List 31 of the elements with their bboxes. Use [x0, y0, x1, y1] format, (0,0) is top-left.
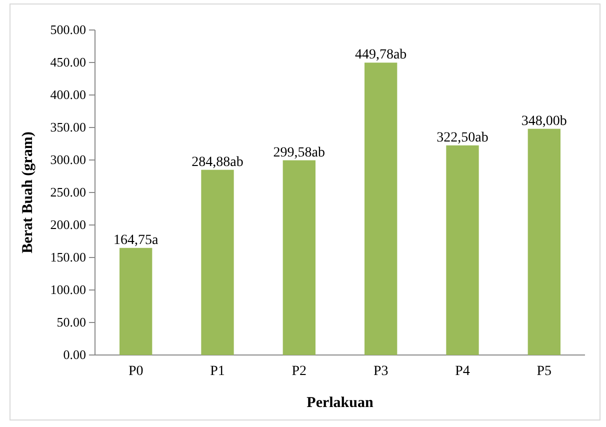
data-label: 348,00b	[521, 114, 567, 129]
x-axis-title: Perlakuan	[306, 395, 374, 411]
y-tick-label: 400.00	[50, 87, 86, 102]
data-label: 322,50ab	[436, 130, 488, 146]
y-tick-label: 350.00	[50, 120, 86, 135]
data-label: 284,88ab	[192, 154, 244, 170]
y-tick-label: 450.00	[50, 54, 86, 70]
x-tick-label: P1	[210, 364, 225, 379]
y-tick-label: 300.00	[50, 152, 86, 168]
x-tick-label: P4	[455, 364, 470, 379]
bar	[528, 128, 560, 355]
bar	[446, 145, 479, 355]
bar	[364, 62, 398, 355]
y-tick-label: 200.00	[50, 217, 86, 232]
x-tick-label: P0	[128, 364, 144, 379]
y-tick-label: 250.00	[50, 184, 86, 200]
y-tick-label: 0.00	[63, 347, 86, 362]
data-label: 299,58ab	[273, 145, 326, 160]
x-tick-label: P3	[373, 364, 388, 379]
y-tick-label: 50.00	[56, 314, 86, 330]
x-tick-label: P5	[536, 364, 552, 379]
bar	[201, 170, 234, 355]
x-tick-label: P2	[292, 364, 307, 379]
y-tick-label: 500.00	[50, 22, 86, 38]
bar	[282, 160, 316, 355]
bar	[120, 248, 152, 355]
y-tick-label: 150.00	[50, 250, 86, 265]
data-label: 164,75a	[113, 232, 159, 248]
y-axis-title: Berat Buah (gram)	[20, 132, 36, 254]
data-label: 449,78ab	[354, 48, 407, 63]
y-tick-label: 100.00	[50, 282, 86, 298]
